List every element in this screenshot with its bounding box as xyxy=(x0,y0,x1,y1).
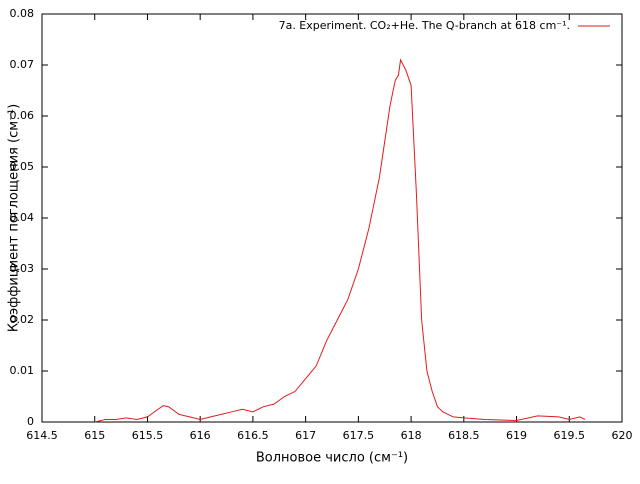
y-tick-label: 0.07 xyxy=(10,58,35,71)
y-tick-label: 0.03 xyxy=(10,262,35,275)
y-tick-label: 0.05 xyxy=(10,160,35,173)
x-tick-label: 616 xyxy=(190,429,211,442)
x-tick-label: 617 xyxy=(295,429,316,442)
legend-label: 7a. Experiment. CO₂+He. The Q-branch at … xyxy=(279,19,570,32)
data-line xyxy=(94,58,586,423)
x-tick-label: 615 xyxy=(84,429,105,442)
y-tick-label: 0.01 xyxy=(10,364,35,377)
x-tick-label: 617.5 xyxy=(343,429,375,442)
x-tick-label: 618.5 xyxy=(448,429,480,442)
x-tick-label: 615.5 xyxy=(132,429,164,442)
y-axis-title: Коэффициент поглощения (см⁻¹) xyxy=(7,104,22,332)
y-tick-label: 0.04 xyxy=(10,211,35,224)
x-axis-title: Волновое число (см⁻¹) xyxy=(256,451,408,466)
x-tick-label: 619 xyxy=(506,429,527,442)
plot-frame xyxy=(41,13,623,423)
x-tick-label: 619.5 xyxy=(554,429,586,442)
x-tick-label: 614.5 xyxy=(26,429,58,442)
x-tick-label: 618 xyxy=(401,429,422,442)
y-tick-label: 0.08 xyxy=(10,7,35,20)
x-tick-label: 616.5 xyxy=(237,429,269,442)
y-tick-label: 0.06 xyxy=(10,109,35,122)
y-tick-label: 0 xyxy=(27,415,34,428)
x-tick-label: 620 xyxy=(612,429,633,442)
y-tick-label: 0.02 xyxy=(10,313,35,326)
